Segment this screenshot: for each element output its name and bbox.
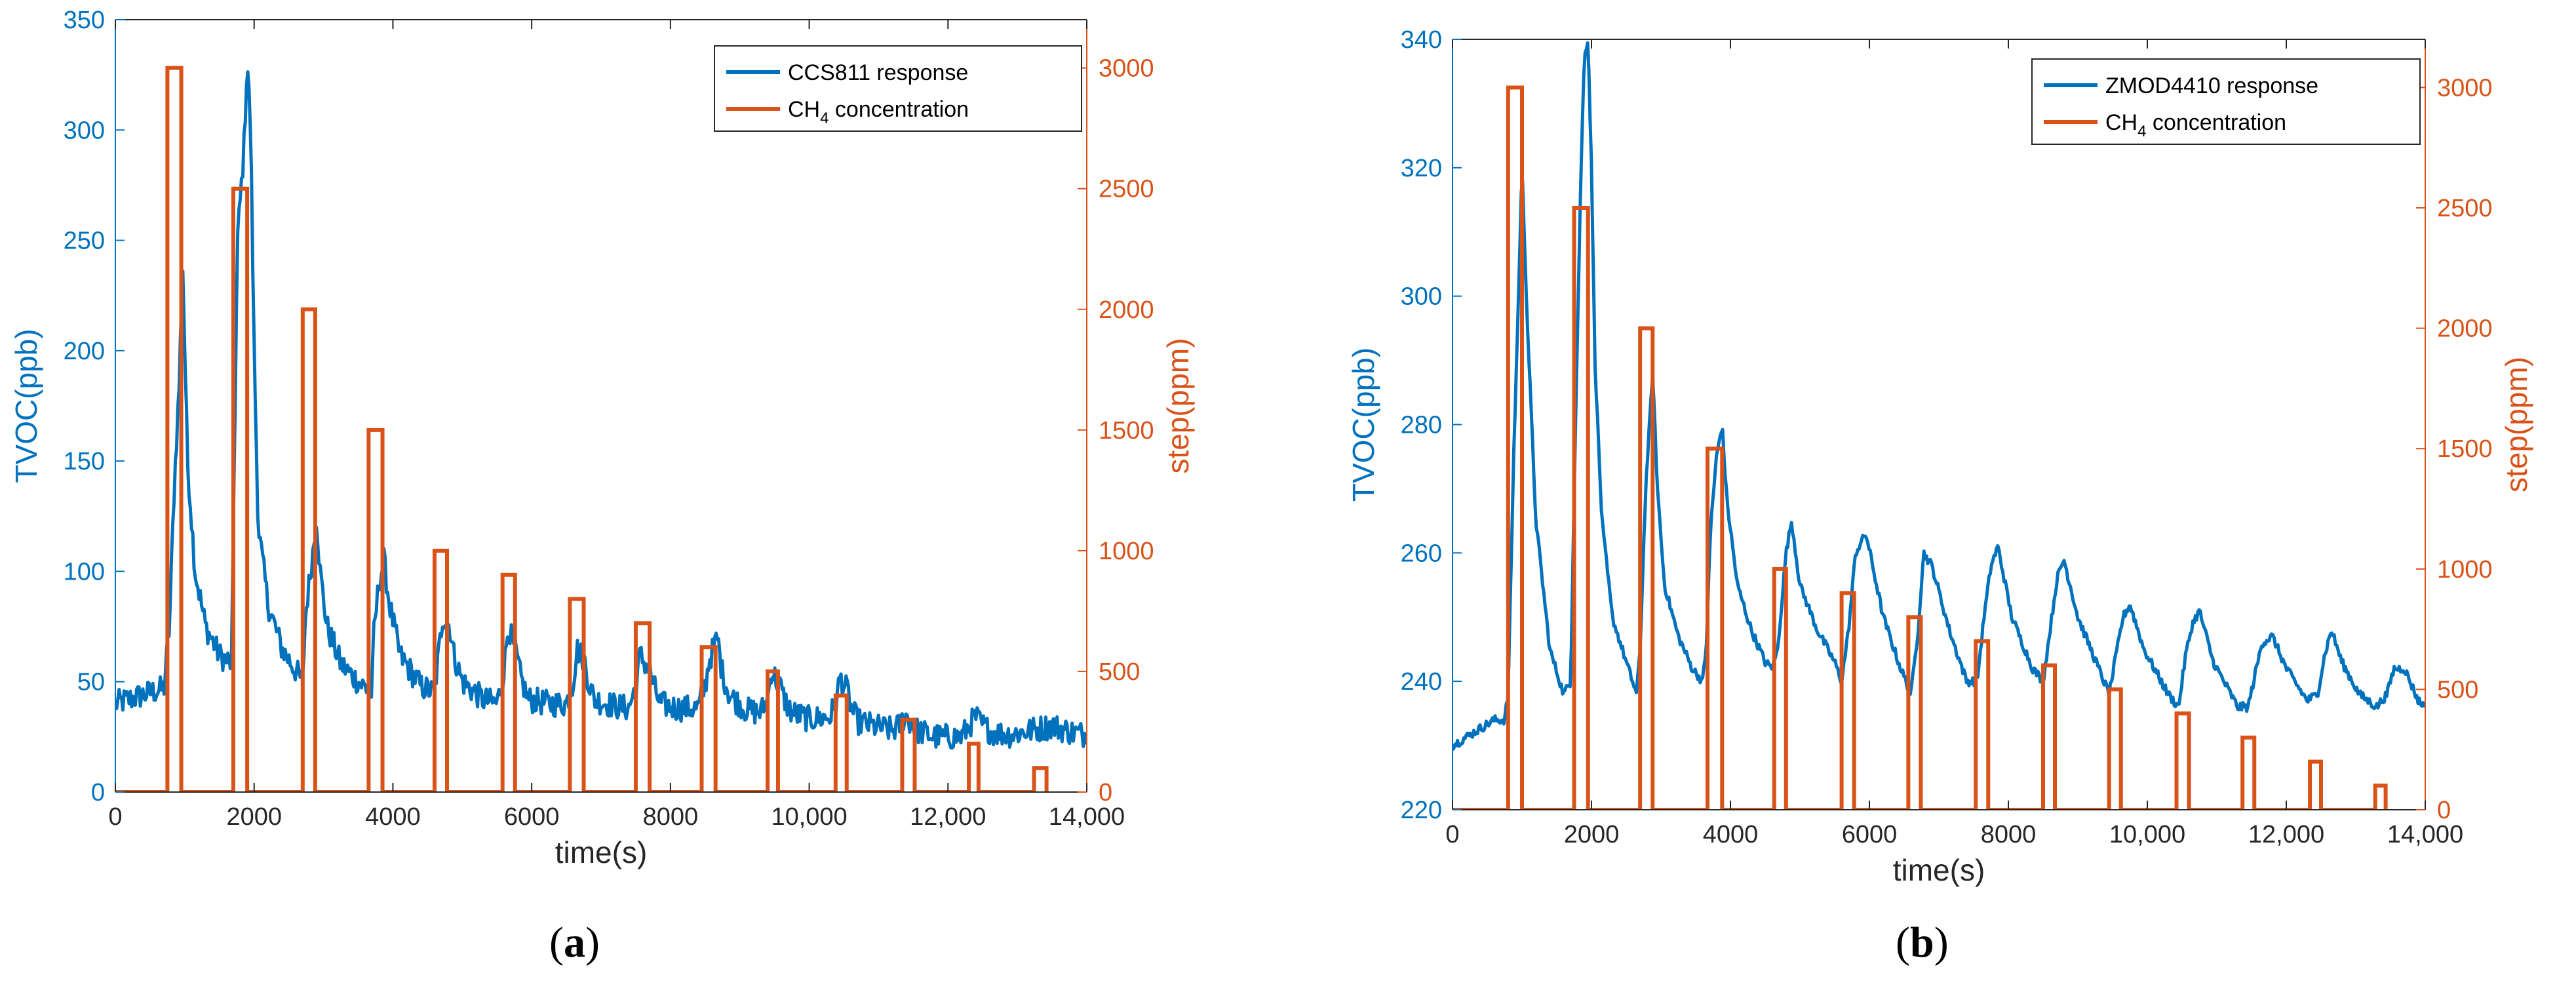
- caption-b: (b): [1896, 918, 1949, 968]
- legend-label-suffix: concentration: [2146, 110, 2286, 135]
- y-right-tick-label: 1500: [1099, 417, 1154, 445]
- x-tick-label: 2000: [226, 803, 282, 831]
- plot-area: [115, 20, 1087, 792]
- series-response-line: [115, 70, 1087, 750]
- x-tick-label: 12,000: [2248, 821, 2324, 848]
- y-left-tick-label: 280: [1401, 412, 1442, 439]
- chart-panel-b: 0 2000 4000 6000 8000 10,000 12,000 14,000 220 24…: [1346, 26, 2533, 887]
- y-right-tick-label: 0: [2437, 797, 2451, 824]
- series-step-line: [115, 66, 1049, 792]
- data-layer: [115, 66, 1087, 792]
- legend-label-subscript: 4: [2137, 123, 2146, 140]
- x-tick-label: 6000: [1842, 821, 1898, 848]
- legend-label-main: ZMOD4410 response: [2105, 73, 2318, 98]
- y-left-tick-label: 350: [64, 7, 105, 34]
- y-left-tick-label: 300: [1401, 283, 1442, 311]
- y-right-tick-label: 2000: [1099, 296, 1154, 324]
- x-tick-label: 4000: [1703, 821, 1759, 848]
- y-right-tick-label: 0: [1099, 779, 1112, 806]
- legend-label-main: CCS811 response: [788, 60, 968, 85]
- chart-panel-a: 0 2000 4000 6000 8000 10,000 12,000 14,00005010…: [9, 7, 1195, 869]
- x-axis-label: time(s): [1893, 853, 1985, 887]
- caption-b-letter: b: [1909, 919, 1934, 966]
- caption-a: (a): [549, 918, 600, 968]
- y-right-tick-label: 1000: [2437, 556, 2493, 584]
- y-left-tick-label: 220: [1401, 797, 1442, 824]
- y-left-tick-label: 240: [1401, 668, 1442, 696]
- y-right-tick-label: 1500: [2437, 435, 2493, 463]
- y-left-tick-label: 260: [1401, 540, 1442, 567]
- x-tick-label: 0: [1445, 821, 1459, 848]
- y-right-axis-label: step(ppm): [2499, 357, 2533, 492]
- y-left-tick-label: 0: [91, 779, 105, 806]
- y-left-tick-label: 150: [64, 448, 105, 475]
- x-tick-label: 4000: [365, 803, 421, 831]
- caption-a-letter: a: [563, 919, 585, 966]
- legend-label-main: CH: [2105, 110, 2137, 135]
- legend: CCS811 response CH4 concentration: [714, 45, 1082, 132]
- x-axis-label: time(s): [555, 835, 648, 869]
- x-tick-label: 0: [108, 803, 122, 831]
- x-tick-label: 14,000: [1049, 803, 1125, 831]
- y-right-tick-label: 2500: [1099, 176, 1154, 203]
- y-right-tick-label: 2000: [2437, 315, 2493, 343]
- x-tick-label: 8000: [1981, 821, 2037, 848]
- data-layer: [1453, 41, 2425, 810]
- x-tick-label: 8000: [643, 803, 699, 831]
- legend-entry-label: CH4 concentration: [788, 97, 969, 127]
- y-left-tick-label: 50: [77, 669, 105, 696]
- caption-a-open: (: [549, 919, 564, 966]
- caption-b-close: ): [1934, 919, 1949, 966]
- y-left-axis-label: TVOC(ppb): [9, 328, 43, 483]
- y-right-tick-label: 3000: [1099, 55, 1154, 83]
- y-left-tick-label: 250: [64, 228, 105, 255]
- legend: ZMOD4410 response CH4 concentration: [2031, 58, 2421, 145]
- legend-entry-label: ZMOD4410 response: [2105, 73, 2318, 98]
- y-right-tick-label: 500: [1099, 658, 1140, 686]
- x-tick-label: 14,000: [2387, 821, 2463, 848]
- y-left-tick-label: 320: [1401, 155, 1442, 182]
- x-tick-label: 10,000: [771, 803, 847, 831]
- y-left-tick-label: 100: [64, 558, 105, 586]
- y-left-tick-label: 300: [64, 117, 105, 144]
- legend-entry-label: CH4 concentration: [2105, 110, 2286, 140]
- series-response-line: [1453, 41, 2425, 751]
- legend-label-subscript: 4: [820, 109, 829, 127]
- x-tick-label: 12,000: [910, 803, 986, 831]
- y-right-axis-label: step(ppm): [1161, 338, 1195, 473]
- plot-area: [1453, 39, 2425, 810]
- x-tick-label: 6000: [504, 803, 560, 831]
- legend-box: [714, 45, 1082, 132]
- x-tick-label: 10,000: [2109, 821, 2185, 848]
- series-step-line: [1453, 85, 2388, 810]
- caption-a-close: ): [585, 919, 600, 966]
- x-tick-label: 2000: [1564, 821, 1620, 848]
- y-left-tick-label: 200: [64, 338, 105, 365]
- caption-b-open: (: [1896, 919, 1910, 966]
- y-right-tick-label: 1000: [1099, 538, 1154, 565]
- legend-label-suffix: concentration: [829, 97, 969, 122]
- y-right-tick-label: 500: [2437, 676, 2478, 704]
- legend-box: [2031, 58, 2421, 145]
- y-left-axis-label: TVOC(ppb): [1346, 348, 1380, 502]
- y-right-tick-label: 2500: [2437, 195, 2493, 222]
- y-left-tick-label: 340: [1401, 26, 1442, 54]
- y-right-tick-label: 3000: [2437, 74, 2493, 102]
- legend-label-main: CH: [788, 97, 820, 122]
- legend-entry-label: CCS811 response: [788, 60, 968, 85]
